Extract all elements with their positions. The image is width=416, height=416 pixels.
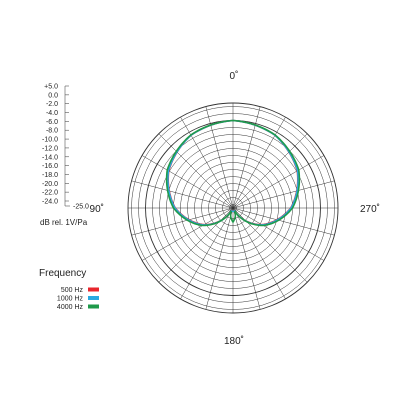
scale-label: -20.0 [42,181,58,188]
polar-curves [165,119,301,227]
angle-label-180: 180˚ [224,335,244,347]
grid-spoke [232,106,261,209]
scale-label: -14.0 [42,154,58,161]
scale-label: -10.0 [42,137,58,144]
grid-spoke [180,116,234,209]
grid-spoke [205,106,234,209]
angle-label-0: 0˚ [230,70,239,82]
grid-spoke [141,207,234,261]
scale-label: -18.0 [42,172,58,179]
scale-label: -12.0 [42,145,58,152]
scale-label: -25.0 [73,204,89,211]
angle-label-270: 270˚ [360,203,380,215]
grid-spoke [141,155,234,209]
scale-label: -8.0 [46,128,58,135]
legend-title: Frequency [39,268,86,279]
legend-label: 1000 Hz [57,296,84,303]
db-scale: +5.00.0 -2.0 -4.0 -6.0 -8.0 -10.0-12.0 -14.0 -1… [42,84,89,211]
angle-label-90: 90˚ [90,203,104,215]
scale-label: -24.0 [42,199,58,206]
legend-label: 500 Hz [61,287,84,294]
scale-unit-label: dB rel. 1V/Pa [40,218,88,227]
scale-label: -16.0 [42,163,58,170]
grid-spoke [131,180,234,209]
scale-label: -6.0 [46,119,58,126]
grid-spoke [232,207,325,261]
grid-spoke [232,207,261,310]
scale-label: 0.0 [48,92,58,99]
polar-grid [127,102,339,314]
legend-label: 4000 Hz [57,304,84,311]
legend-swatch [88,296,99,300]
legend-swatch [88,304,99,309]
grid-spoke [232,207,286,300]
scale-label: -4.0 [46,110,58,117]
grid-spoke [232,155,325,209]
grid-spoke [158,133,234,209]
series-curve [165,119,301,227]
grid-spoke [205,207,234,310]
scale-label: -2.0 [46,101,58,108]
grid-spoke [232,116,286,209]
grid-spoke [232,180,335,209]
grid-spoke [232,133,308,209]
scale-label: +5.0 [44,84,58,91]
grid-spoke [232,207,335,236]
scale-label: -22.0 [42,190,58,197]
legend-swatch [88,287,99,292]
grid-spoke [131,207,234,236]
series-curve [167,119,299,226]
grid-spoke [180,207,234,300]
